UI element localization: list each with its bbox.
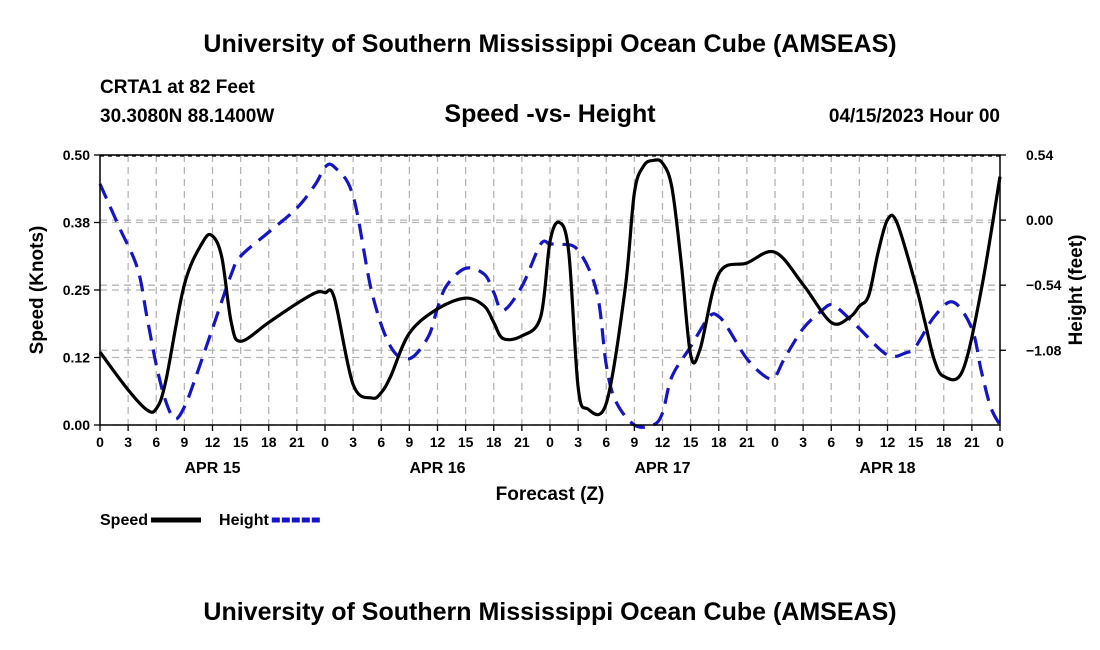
y-axis-title: Speed (Knots) — [27, 226, 48, 355]
x-tick-label: 21 — [514, 434, 530, 450]
grid — [100, 154, 1000, 426]
y-tick-label: 0.00 — [63, 417, 90, 433]
y2-tick-label: −0.54 — [1026, 277, 1062, 293]
x-tick-label: 0 — [771, 434, 779, 450]
legend: Speed Height — [100, 512, 322, 529]
footer-title: University of Southern Mississippi Ocean… — [203, 598, 897, 626]
y2-axis-title: Height (feet) — [1066, 235, 1087, 346]
x-tick-label: 21 — [739, 434, 755, 450]
x-tick-label: 18 — [486, 434, 502, 450]
y2-tick-label: 0.00 — [1026, 212, 1053, 228]
y-tick-label: 0.38 — [63, 215, 90, 231]
x-tick-label: 12 — [880, 434, 896, 450]
legend-label-speed: Speed — [100, 512, 148, 529]
y-tick-label: 0.12 — [63, 350, 90, 366]
x-tick-label: 9 — [405, 434, 413, 450]
series-line-height — [98, 162, 1002, 429]
x-tick-label: 9 — [630, 434, 638, 450]
x-tick-label: 6 — [602, 434, 610, 450]
station-name: CRTA1 at 82 Feet — [100, 77, 255, 98]
x-tick-label: 15 — [908, 434, 924, 450]
axis-ticks: 0 3 6 9 12 15 18 21 0 3 6 9 12 15 18 21 0 3 6 9 12 15 18 21 0 3 6 9… — [63, 147, 1062, 477]
forecast-datetime: 04/15/2023 Hour 00 — [828, 106, 1000, 127]
x-tick-label: 18 — [711, 434, 727, 450]
y2-tick-label: 0.54 — [1026, 147, 1053, 163]
x-day-label: APR 17 — [634, 460, 690, 477]
x-axis-title: Forecast (Z) — [496, 484, 605, 505]
x-day-label: APR 18 — [859, 460, 915, 477]
legend-label-height: Height — [219, 512, 269, 529]
x-tick-label: 6 — [152, 434, 160, 450]
x-tick-label: 3 — [574, 434, 582, 450]
y-tick-label: 0.50 — [63, 147, 90, 163]
x-tick-label: 12 — [655, 434, 671, 450]
station-coordinates: 30.3080N 88.1400W — [100, 106, 275, 127]
x-tick-label: 6 — [827, 434, 835, 450]
y-tick-label: 0.25 — [63, 282, 90, 298]
x-tick-label: 21 — [964, 434, 980, 450]
series-group — [98, 158, 1002, 429]
x-tick-label: 21 — [289, 434, 305, 450]
x-tick-label: 15 — [233, 434, 249, 450]
x-tick-label: 15 — [458, 434, 474, 450]
chart-title: Speed -vs- Height — [444, 100, 656, 128]
x-tick-label: 6 — [377, 434, 385, 450]
series-line-speed — [98, 158, 1002, 417]
x-day-label: APR 15 — [184, 460, 240, 477]
x-tick-label: 9 — [180, 434, 188, 450]
x-day-label: APR 16 — [409, 460, 465, 477]
x-tick-label: 0 — [321, 434, 329, 450]
x-tick-label: 15 — [683, 434, 699, 450]
y2-tick-label: −1.08 — [1026, 342, 1062, 358]
x-tick-label: 3 — [124, 434, 132, 450]
x-tick-label: 12 — [430, 434, 446, 450]
x-tick-label: 3 — [349, 434, 357, 450]
x-tick-label: 9 — [855, 434, 863, 450]
x-tick-label: 0 — [96, 434, 104, 450]
x-tick-label: 0 — [996, 434, 1004, 450]
x-tick-label: 12 — [205, 434, 221, 450]
x-tick-label: 18 — [261, 434, 277, 450]
x-tick-label: 3 — [799, 434, 807, 450]
x-tick-label: 0 — [546, 434, 554, 450]
x-tick-label: 18 — [936, 434, 952, 450]
page-title: University of Southern Mississippi Ocean… — [203, 30, 897, 58]
